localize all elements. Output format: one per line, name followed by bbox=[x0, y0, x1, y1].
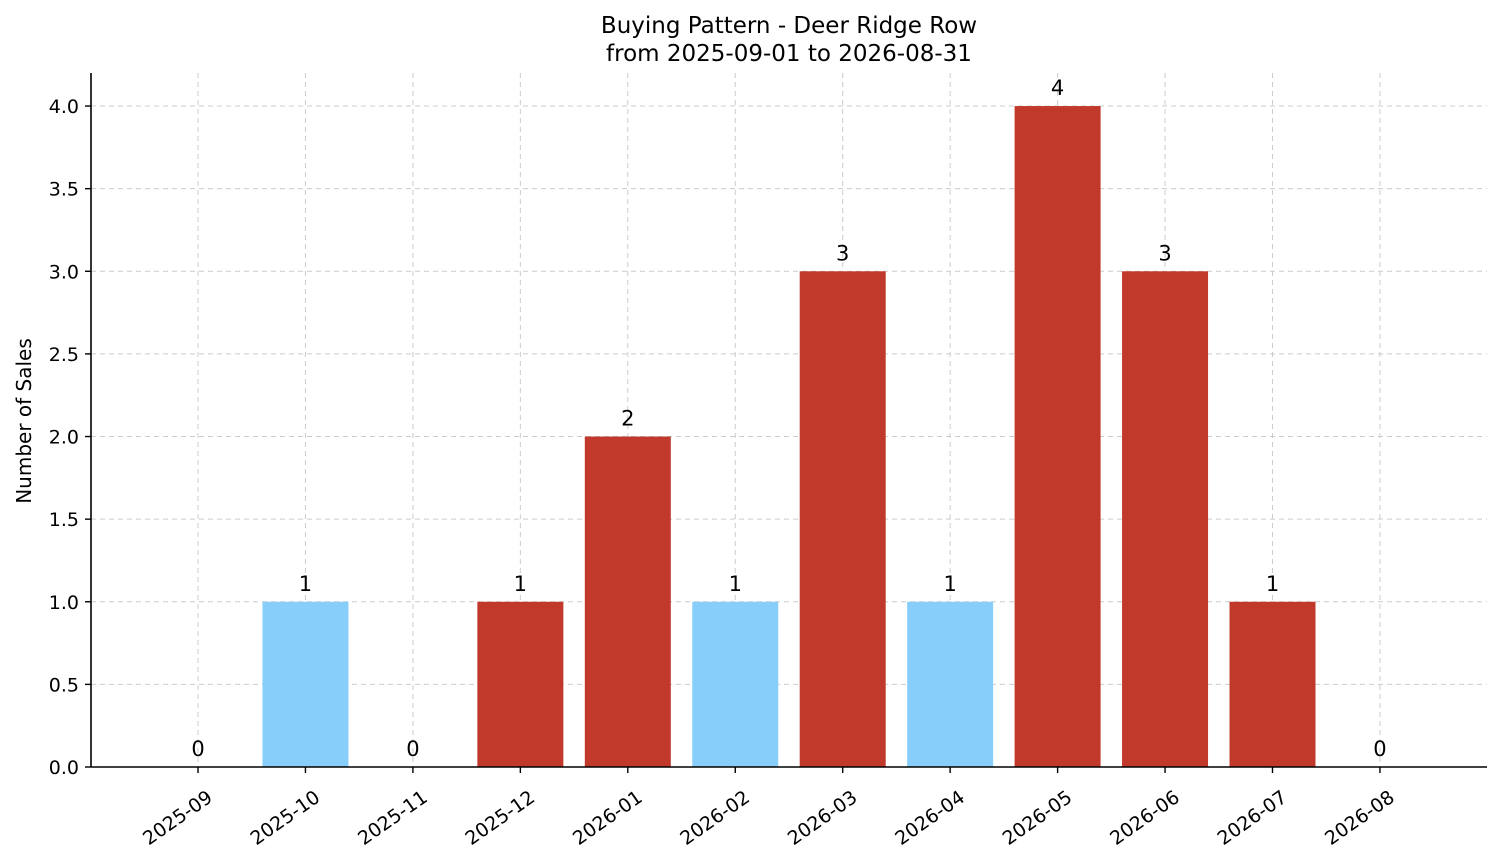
data-label-2026-08: 0 bbox=[1373, 737, 1386, 761]
bar-2026-01 bbox=[584, 436, 671, 767]
data-label-2026-05: 4 bbox=[1051, 76, 1064, 100]
data-label-layer: 0 1 0 1 2 1 3 1 4 3 1 0 bbox=[191, 76, 1386, 761]
data-label-2026-06: 3 bbox=[1158, 241, 1171, 265]
bar-2025-12 bbox=[477, 601, 564, 767]
bar-2026-03 bbox=[799, 271, 886, 767]
y-axis-label: Number of Sales bbox=[12, 338, 36, 504]
x-tick-label: 2026-02 bbox=[676, 786, 754, 850]
data-label-2025-11: 0 bbox=[406, 737, 419, 761]
x-tick-label: 2025-12 bbox=[461, 786, 539, 850]
data-label-2026-04: 1 bbox=[943, 572, 956, 596]
data-label-2026-07: 1 bbox=[1266, 572, 1279, 596]
bar-2026-07 bbox=[1229, 601, 1316, 767]
bar-2026-06 bbox=[1122, 271, 1209, 767]
y-tick-label: 3.5 bbox=[49, 179, 79, 201]
x-tick-label: 2026-04 bbox=[891, 786, 969, 850]
x-tick-label: 2026-03 bbox=[784, 786, 862, 850]
bar-2025-10 bbox=[262, 601, 349, 767]
data-label-2026-01: 2 bbox=[621, 407, 634, 431]
x-tick-label: 2025-11 bbox=[354, 786, 432, 850]
chart-title: Buying Pattern - Deer Ridge Row bbox=[601, 13, 977, 39]
y-tick-label: 2.0 bbox=[49, 427, 79, 449]
y-tick-label: 0.0 bbox=[49, 757, 79, 779]
x-tick-label: 2026-08 bbox=[1321, 786, 1399, 850]
x-tick-label: 2025-10 bbox=[247, 786, 325, 850]
x-tick-label: 2026-07 bbox=[1214, 786, 1292, 850]
x-tick-label: 2026-06 bbox=[1106, 786, 1184, 850]
bar-2026-04 bbox=[907, 601, 994, 767]
bar-layer bbox=[262, 106, 1316, 768]
x-tick-label: 2025-09 bbox=[139, 786, 217, 850]
y-tick-label: 0.5 bbox=[49, 674, 79, 696]
x-tick-label: 2026-05 bbox=[999, 786, 1077, 850]
data-label-2026-03: 3 bbox=[836, 241, 849, 265]
y-tick-label: 4.0 bbox=[49, 96, 79, 118]
data-label-2025-09: 0 bbox=[191, 737, 204, 761]
bar-2026-02 bbox=[692, 601, 779, 767]
chart-subtitle: from 2025-09-01 to 2026-08-31 bbox=[606, 41, 972, 67]
y-tick-label: 3.0 bbox=[49, 261, 79, 283]
x-tick-label: 2026-01 bbox=[569, 786, 647, 850]
bar-2026-05 bbox=[1014, 106, 1101, 768]
y-tick-label: 2.5 bbox=[49, 344, 79, 366]
data-label-2025-12: 1 bbox=[514, 572, 527, 596]
data-label-2025-10: 1 bbox=[299, 572, 312, 596]
y-tick-label: 1.0 bbox=[49, 592, 79, 614]
data-label-2026-02: 1 bbox=[729, 572, 742, 596]
y-tick-label: 1.5 bbox=[49, 509, 79, 531]
